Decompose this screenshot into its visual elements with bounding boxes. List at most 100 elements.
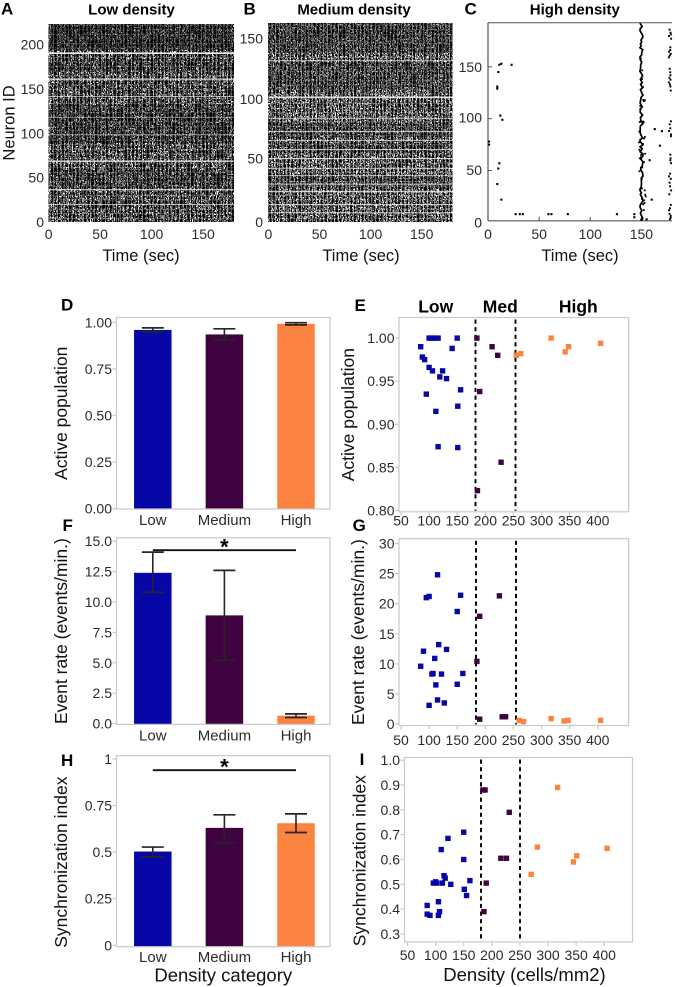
svg-text:10.0: 10.0 (85, 594, 112, 610)
svg-text:0.7: 0.7 (381, 827, 401, 843)
svg-text:0.90: 0.90 (367, 416, 394, 432)
svg-text:25: 25 (379, 566, 395, 582)
svg-text:0: 0 (104, 937, 112, 953)
svg-text:High: High (281, 512, 312, 529)
svg-text:7.5: 7.5 (93, 624, 113, 640)
svg-text:0.5: 0.5 (93, 844, 113, 860)
svg-text:Medium: Medium (198, 728, 251, 745)
svg-text:B: B (244, 0, 256, 19)
svg-text:2.5: 2.5 (93, 685, 113, 701)
svg-text:0.6: 0.6 (381, 852, 401, 868)
svg-text:350: 350 (564, 947, 588, 963)
svg-text:0.3: 0.3 (381, 926, 401, 942)
svg-text:Density (cells/mm2): Density (cells/mm2) (443, 964, 605, 985)
svg-text:0.75: 0.75 (85, 798, 112, 814)
svg-text:50: 50 (531, 226, 547, 242)
svg-text:G: G (353, 516, 366, 535)
svg-text:Time (sec): Time (sec) (322, 247, 399, 265)
svg-text:150: 150 (630, 226, 654, 242)
svg-text:1.00: 1.00 (85, 314, 112, 330)
svg-text:350: 350 (558, 732, 582, 748)
svg-text:50: 50 (247, 150, 263, 166)
svg-text:A: A (1, 0, 13, 19)
svg-text:150: 150 (21, 81, 45, 97)
svg-text:0.5: 0.5 (381, 876, 401, 892)
svg-text:0: 0 (45, 226, 53, 242)
svg-text:Event rate (events/min.): Event rate (events/min.) (348, 539, 368, 725)
svg-text:0.9: 0.9 (381, 777, 401, 793)
svg-text:150: 150 (240, 31, 264, 47)
svg-text:200: 200 (474, 732, 498, 748)
svg-text:150: 150 (446, 732, 470, 748)
svg-text:5.0: 5.0 (93, 655, 113, 671)
svg-text:50: 50 (393, 732, 409, 748)
svg-text:0: 0 (387, 716, 395, 732)
svg-text:0.00: 0.00 (85, 501, 112, 517)
svg-text:20: 20 (379, 596, 395, 612)
svg-text:High: High (281, 949, 312, 966)
svg-text:350: 350 (558, 513, 582, 529)
svg-text:150: 150 (452, 947, 476, 963)
svg-text:Medium density: Medium density (297, 2, 411, 19)
svg-text:Low: Low (418, 296, 453, 316)
svg-text:10: 10 (379, 656, 395, 672)
svg-text:Low: Low (139, 728, 167, 745)
svg-text:100: 100 (21, 125, 45, 141)
svg-text:Synchronization index: Synchronization index (350, 775, 370, 946)
svg-text:0.85: 0.85 (367, 459, 394, 475)
svg-text:300: 300 (530, 732, 554, 748)
svg-text:Low: Low (139, 949, 167, 966)
svg-text:0: 0 (484, 226, 492, 242)
svg-text:High: High (281, 728, 312, 745)
svg-text:5: 5 (387, 686, 395, 702)
svg-text:Event rate (events/min.): Event rate (events/min.) (51, 538, 71, 724)
svg-text:30: 30 (379, 536, 395, 552)
svg-text:300: 300 (536, 947, 560, 963)
svg-text:50: 50 (400, 947, 416, 963)
svg-text:0: 0 (474, 214, 482, 230)
svg-text:400: 400 (586, 732, 610, 748)
svg-text:200: 200 (480, 947, 504, 963)
svg-text:250: 250 (502, 732, 526, 748)
svg-text:1.0: 1.0 (381, 752, 401, 768)
svg-text:1: 1 (104, 751, 112, 767)
svg-text:Neuron ID: Neuron ID (1, 85, 19, 160)
svg-text:D: D (61, 296, 73, 315)
svg-text:100: 100 (417, 732, 441, 748)
svg-text:Medium: Medium (198, 512, 251, 529)
svg-text:C: C (465, 0, 477, 19)
svg-text:0: 0 (36, 214, 44, 230)
svg-text:100: 100 (459, 109, 483, 125)
svg-text:0.25: 0.25 (85, 891, 112, 907)
svg-text:Active population: Active population (338, 348, 358, 481)
svg-text:0.25: 0.25 (85, 454, 112, 470)
svg-text:150: 150 (459, 59, 483, 75)
svg-text:*: * (220, 535, 229, 560)
svg-text:0.95: 0.95 (367, 373, 394, 389)
svg-text:Time (sec): Time (sec) (102, 247, 179, 265)
svg-text:0: 0 (255, 214, 263, 230)
svg-text:Synchronization index: Synchronization index (51, 776, 71, 947)
svg-text:50: 50 (28, 170, 44, 186)
svg-text:15: 15 (379, 626, 395, 642)
svg-text:200: 200 (21, 37, 45, 53)
svg-text:Low: Low (139, 512, 167, 529)
svg-text:E: E (355, 296, 366, 315)
svg-text:*: * (220, 755, 229, 780)
svg-text:12.5: 12.5 (85, 564, 112, 580)
svg-text:F: F (63, 516, 73, 535)
svg-text:0.80: 0.80 (367, 503, 394, 519)
svg-text:I: I (360, 750, 365, 769)
svg-text:300: 300 (530, 513, 554, 529)
svg-text:100: 100 (140, 226, 164, 242)
svg-text:50: 50 (312, 226, 328, 242)
svg-text:0.50: 0.50 (85, 408, 112, 424)
svg-text:100: 100 (424, 947, 448, 963)
svg-text:0: 0 (265, 226, 273, 242)
svg-text:0.75: 0.75 (85, 361, 112, 377)
svg-text:200: 200 (474, 513, 498, 529)
svg-text:1.00: 1.00 (367, 330, 394, 346)
svg-text:100: 100 (417, 513, 441, 529)
svg-text:50: 50 (393, 513, 409, 529)
svg-text:High: High (559, 296, 598, 316)
